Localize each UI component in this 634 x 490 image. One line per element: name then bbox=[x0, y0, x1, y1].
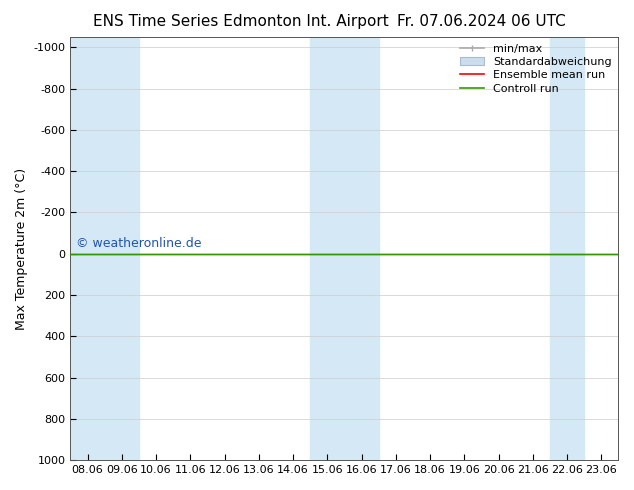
Text: © weatheronline.de: © weatheronline.de bbox=[76, 237, 202, 249]
Legend: min/max, Standardabweichung, Ensemble mean run, Controll run: min/max, Standardabweichung, Ensemble me… bbox=[455, 39, 616, 98]
Bar bbox=[70, 37, 139, 460]
Y-axis label: Max Temperature 2m (°C): Max Temperature 2m (°C) bbox=[15, 168, 28, 330]
Text: ENS Time Series Edmonton Int. Airport: ENS Time Series Edmonton Int. Airport bbox=[93, 14, 389, 29]
Text: Fr. 07.06.2024 06 UTC: Fr. 07.06.2024 06 UTC bbox=[398, 14, 566, 29]
Bar bbox=[310, 37, 378, 460]
Bar bbox=[550, 37, 584, 460]
